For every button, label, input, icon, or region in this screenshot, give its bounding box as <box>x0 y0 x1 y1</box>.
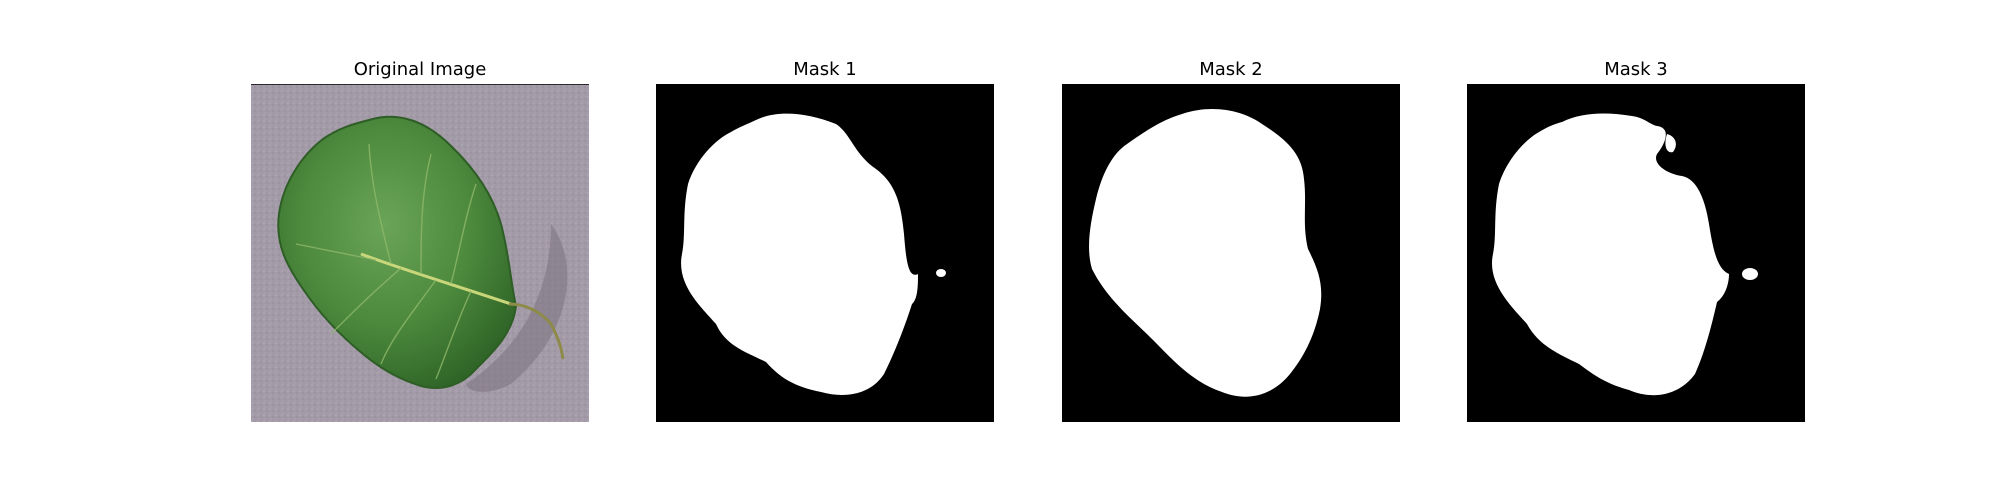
original-leaf-image <box>251 84 589 422</box>
mask-1-speck <box>936 269 946 277</box>
mask-2-leaf-region <box>1089 109 1322 397</box>
panel-title-mask-1: Mask 1 <box>793 59 857 80</box>
panel-original-image: Original Image <box>251 0 589 500</box>
mask-3-speck <box>1742 268 1758 280</box>
leaf-stem <box>508 302 565 360</box>
mask-3-image <box>1467 84 1805 422</box>
leaf-shape <box>277 115 518 390</box>
panel-mask-1: Mask 1 <box>656 0 994 500</box>
panel-title-mask-3: Mask 3 <box>1604 59 1668 80</box>
panel-mask-2: Mask 2 <box>1062 0 1400 500</box>
panel-mask-3: Mask 3 <box>1467 0 1805 500</box>
mask-1-image <box>656 84 994 422</box>
mask-2-image <box>1062 84 1400 422</box>
mask-3-leaf-region <box>1491 113 1729 396</box>
mask-1-leaf-region <box>681 113 918 395</box>
panel-title-mask-2: Mask 2 <box>1199 59 1263 80</box>
panel-title-original-image: Original Image <box>353 59 487 80</box>
